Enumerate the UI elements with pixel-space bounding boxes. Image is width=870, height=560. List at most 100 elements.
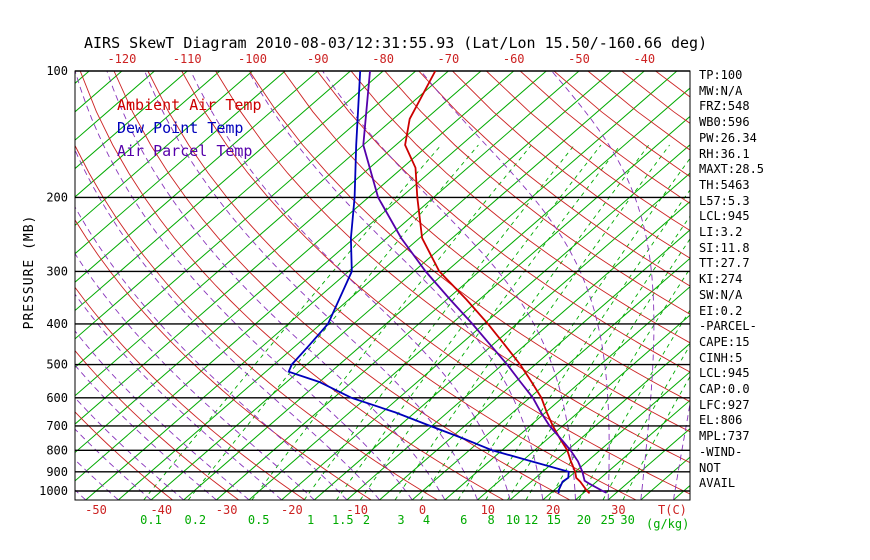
dry-adiabat-line	[486, 71, 690, 232]
air-parcel-temp-curve	[362, 71, 607, 494]
dry-adiabat-line	[350, 71, 690, 344]
isotherm-line	[379, 229, 690, 500]
moist-adiabat-line	[551, 71, 655, 500]
mixing-ratio-tick: 4	[423, 513, 430, 527]
moist-adiabat-line	[0, 71, 21, 500]
axis-ticks: -120 -110 -100 -90 -80 -70 -60 -50 -401002003004…	[39, 52, 655, 527]
bottom-temp-tick: -30	[216, 503, 238, 517]
moist-adiabat-line	[75, 489, 87, 500]
moist-adiabat-line	[248, 71, 544, 500]
pressure-axis-tick: 300	[46, 264, 68, 278]
stat-line-13: KI:274	[699, 272, 743, 287]
pressure-axis-tick: 500	[46, 358, 68, 372]
mixing-ratio-tick: 0.5	[248, 513, 270, 527]
moist-adiabat-line	[75, 293, 282, 500]
mixing-ratio-line	[303, 144, 575, 500]
top-axis-tick: -110	[173, 52, 202, 66]
mixing-ratio-tick: 3	[397, 513, 404, 527]
stat-line-24: -WIND-	[699, 444, 743, 459]
stat-line-12: TT:27.7	[699, 256, 750, 271]
dry-adiabat-line	[384, 71, 690, 315]
stats-panel: TP:100 MW:N/A FRZ:548 WB0:596 PW:26.34 RH:36.…	[699, 68, 764, 492]
pressure-axis-tick: 100	[46, 64, 68, 78]
dry-adiabat-line	[452, 71, 690, 259]
moist-adiabat-line	[144, 71, 479, 500]
bottom-temp-tick: -50	[85, 503, 107, 517]
isotherm-line	[0, 71, 24, 500]
dry-adiabat-line	[181, 71, 690, 495]
isotherm-line	[75, 71, 90, 85]
dry-adiabat-line	[519, 71, 690, 204]
moist-adiabat-grid	[0, 71, 690, 500]
pressure-axis-tick: 1000	[39, 484, 68, 498]
isotherm-grid	[0, 71, 690, 500]
isotherm-line	[85, 71, 580, 500]
stat-line-14: SW:N/A	[699, 287, 743, 302]
legend-ambient-air-temp: Ambient Air Temp	[117, 96, 262, 114]
moist-adiabat-line	[75, 71, 413, 500]
isotherm-line	[75, 71, 449, 397]
bottom-temp-tick: 20	[546, 503, 560, 517]
mixing-ratio-tick: 25	[601, 513, 615, 527]
stat-line-21: LFC:927	[699, 397, 750, 412]
stat-line-20: CAP:0.0	[699, 382, 750, 397]
dry-adiabat-grid	[75, 71, 690, 500]
isotherm-line	[183, 71, 678, 500]
bottom-temp-tick: 0	[419, 503, 426, 517]
mixing-ratio-tick: 30	[620, 513, 634, 527]
stat-line-9: LCL:945	[699, 209, 750, 224]
mixing-ratio-line	[578, 309, 690, 500]
moist-adiabat-line	[322, 71, 576, 500]
moist-adiabat-line	[190, 71, 511, 500]
stat-line-10: LI:3.2	[699, 225, 743, 240]
moist-adiabat-line	[75, 459, 119, 500]
stat-line-7: TH:5463	[699, 177, 750, 192]
stat-line-1: MW:N/A	[699, 83, 743, 98]
pressure-axis-tick: 900	[46, 465, 68, 479]
stat-line-25: NOT	[699, 460, 721, 475]
stat-line-23: MPL:737	[699, 429, 750, 444]
dry-adiabat-line	[75, 349, 239, 500]
dry-adiabat-line	[215, 71, 690, 464]
mixing-ratio-tick: 12	[524, 513, 538, 527]
mixing-ratio-tick: 20	[577, 513, 591, 527]
dry-adiabat-line	[113, 71, 570, 500]
plot-frame	[74, 70, 691, 501]
dew-point-temp-curve	[287, 71, 570, 494]
dry-adiabat-line	[249, 71, 690, 433]
moist-adiabat-line	[75, 428, 152, 500]
dry-adiabat-line	[418, 71, 690, 287]
chart-title: AIRS SkewT Diagram 2010-08-03/12:31:55.9…	[84, 34, 708, 52]
mixing-ratio-tick: 6	[460, 513, 467, 527]
isotherm-line	[75, 71, 547, 482]
ambient-air-temp-curve	[404, 71, 591, 495]
isotherm-line	[346, 200, 690, 500]
pressure-axis-tick: 200	[46, 190, 68, 204]
mixing-ratio-tick: 1.5	[332, 513, 354, 527]
stat-line-3: WB0:596	[699, 115, 750, 130]
moist-adiabat-line	[75, 206, 348, 500]
pressure-axis-label: PRESSURE (MB)	[22, 215, 37, 330]
sounding-curves	[287, 71, 607, 495]
stat-line-19: LCL:945	[699, 366, 750, 381]
top-axis-tick: -100	[238, 52, 267, 66]
moist-adiabat-line	[75, 252, 315, 500]
top-axis-tick: -120	[107, 52, 136, 66]
moist-adiabat-line	[75, 397, 184, 500]
stat-line-11: SI:11.8	[699, 240, 750, 255]
isotherm-line	[444, 286, 690, 500]
isotherm-line	[313, 172, 690, 500]
isotherm-line	[75, 71, 188, 170]
stat-line-26: AVAIL	[699, 476, 736, 491]
isotherm-line	[117, 71, 612, 500]
moist-adiabat-line	[420, 71, 610, 500]
bottom-temp-tick: 30	[611, 503, 625, 517]
legend-air-parcel-temp: Air Parcel Temp	[117, 142, 253, 160]
isotherm-line	[575, 399, 690, 500]
mixing-ratio-tick: 1	[307, 513, 314, 527]
pressure-axis-tick: 400	[46, 317, 68, 331]
isotherm-line	[477, 314, 690, 500]
isotherm-line	[411, 257, 690, 500]
isotherm-line	[75, 71, 482, 425]
